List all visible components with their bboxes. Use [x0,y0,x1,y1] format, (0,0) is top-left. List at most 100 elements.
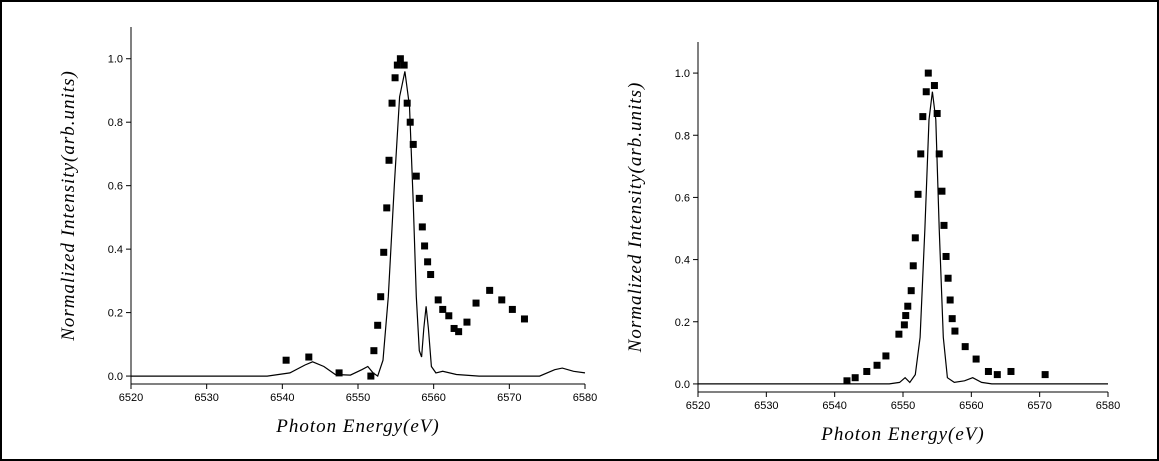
y-tick-label: 0.2 [108,308,123,320]
curve [131,71,586,378]
data-point [439,305,447,313]
data-point [933,109,941,117]
data-point [415,194,423,202]
data-point [938,187,946,195]
data-point [400,61,408,69]
data-point [911,234,919,242]
data-point [935,150,943,158]
x-axis-label: Photon Energy(eV) [275,416,440,437]
x-tick-label: 6560 [959,400,983,412]
data-point [403,99,411,107]
x-tick-label: 6520 [686,400,710,412]
data-point [380,248,388,256]
data-point [472,299,480,307]
y-tick-label: 1.0 [108,54,123,66]
y-axis-label: Normalized Intensity(arb.units) [58,70,79,342]
data-point [367,372,375,380]
x-tick-label: 6520 [119,392,143,404]
data-point [900,321,908,329]
y-tick-label: 0.0 [108,371,123,383]
data-point [486,286,494,294]
data-point [904,302,912,310]
data-point [984,367,992,375]
data-point [919,113,927,121]
data-point [383,204,391,212]
data-point [421,242,429,250]
data-point [948,315,956,323]
data-point [882,352,890,360]
y-tick-label: 0.0 [675,379,690,391]
data-point [1041,371,1049,379]
x-tick-label: 6560 [421,392,445,404]
data-point [520,315,528,323]
x-tick-label: 6570 [497,392,521,404]
y-tick-label: 1.0 [675,68,690,80]
data-point [385,156,393,164]
data-point [993,371,1001,379]
x-tick-label: 6570 [1027,400,1051,412]
data-point [396,55,404,63]
data-point [305,353,313,361]
x-tick-label: 6530 [754,400,778,412]
data-point [873,361,881,369]
data-point [427,271,435,279]
y-tick-label: 0.8 [675,130,690,142]
x-tick-label: 6540 [270,392,294,404]
data-point [377,293,385,301]
data-point [843,377,851,385]
x-axis-label: Photon Energy(eV) [820,424,985,445]
data-point [463,318,471,326]
data-point [370,347,378,355]
data-point [863,367,871,375]
data-point [282,356,290,364]
data-point [424,258,432,266]
data-point [907,287,915,295]
data-point [393,61,401,69]
data-point [917,150,925,158]
data-point [942,252,950,260]
y-tick-label: 0.6 [108,181,123,193]
data-point [972,355,980,363]
data-point [434,296,442,304]
data-point [930,82,938,90]
data-point [924,69,932,77]
data-point [946,296,954,304]
y-tick-label: 0.8 [108,117,123,129]
data-point [409,140,417,148]
x-tick-label: 6540 [822,400,846,412]
x-tick-label: 6550 [891,400,915,412]
x-tick-label: 6550 [346,392,370,404]
y-tick-label: 0.4 [675,255,690,267]
data-point [940,221,948,229]
data-point [895,330,903,338]
x-tick-label: 6580 [573,392,597,404]
curve [698,91,1108,385]
y-tick-label: 0.6 [675,192,690,204]
data-point [951,327,959,335]
data-point [909,262,917,270]
data-point [902,312,910,320]
x-tick-label: 6530 [194,392,218,404]
x-tick-label: 6580 [1096,400,1120,412]
data-point [374,321,382,329]
data-point [1007,367,1015,375]
data-point [944,274,952,282]
data-point [961,343,969,351]
data-point [922,88,930,96]
data-point [445,312,453,320]
data-point [335,369,343,377]
data-point [914,190,922,198]
y-axis-label: Normalized Intensity(arb.units) [625,82,646,354]
data-point [851,374,859,382]
data-point [391,74,399,82]
data-point [455,328,463,336]
y-tick-label: 0.2 [675,317,690,329]
data-point [412,172,420,180]
data-point [450,324,458,332]
data-point [388,99,396,107]
data-point [418,223,426,231]
y-tick-label: 0.4 [108,244,123,256]
data-point [498,296,506,304]
